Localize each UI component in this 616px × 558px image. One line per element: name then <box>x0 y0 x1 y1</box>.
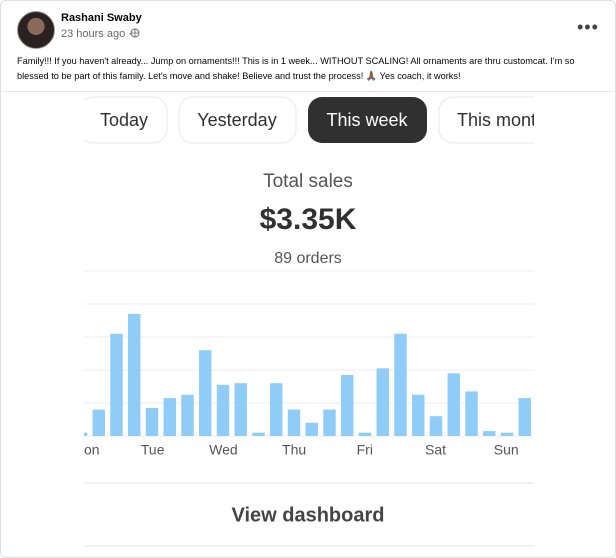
tab-label[interactable]: This mont <box>457 110 536 130</box>
orders-count: 89 orders <box>274 250 342 267</box>
tab-label[interactable]: Yesterday <box>197 110 276 130</box>
privacy-icon <box>130 28 140 38</box>
bar <box>465 391 478 436</box>
tab[interactable] <box>79 96 168 144</box>
bar <box>270 383 283 436</box>
bar <box>341 374 354 436</box>
summary-label: Total sales <box>263 171 353 192</box>
post-text: Family!!! If you haven't already... Jump… <box>17 56 575 81</box>
tab[interactable] <box>438 96 559 144</box>
bar <box>252 432 265 436</box>
bar <box>234 383 247 436</box>
x-tick-label: on <box>84 442 100 458</box>
bar <box>518 398 531 436</box>
bar <box>110 333 123 436</box>
bar <box>287 409 301 436</box>
bar <box>216 384 230 436</box>
bar <box>483 431 496 436</box>
x-tick-label: Sun <box>494 442 519 458</box>
bar <box>305 422 318 436</box>
post-time[interactable]: 23 hours ago · <box>61 28 132 40</box>
tab-active[interactable] <box>308 97 427 143</box>
divider <box>1 91 615 92</box>
bar <box>394 333 407 436</box>
bar <box>358 432 372 436</box>
avatar[interactable] <box>17 11 55 49</box>
x-tick-label: Fri <box>357 442 373 458</box>
bar <box>376 368 389 436</box>
tab-label[interactable]: Today <box>100 110 148 130</box>
bar <box>84 432 88 436</box>
x-tick-label: Thu <box>282 442 306 458</box>
tab-label[interactable]: This week <box>326 110 408 130</box>
bar <box>412 394 425 436</box>
bar <box>429 416 443 436</box>
view-dashboard-button[interactable]: View dashboard <box>231 504 384 526</box>
total-sales: $3.35K <box>260 203 357 236</box>
more-options[interactable]: ••• <box>577 17 599 37</box>
bar <box>500 432 514 436</box>
author-name[interactable]: Rashani Swaby <box>61 12 142 24</box>
x-tick-label: Tue <box>141 442 165 458</box>
x-tick-label: Wed <box>209 442 238 458</box>
bar <box>128 313 141 436</box>
bar <box>163 398 176 436</box>
bar <box>447 373 460 436</box>
bar <box>323 409 336 436</box>
dashboard: Today Yesterday This week This mont Tota… <box>79 96 559 547</box>
bar <box>199 350 212 436</box>
bar <box>145 407 159 436</box>
bar <box>92 409 105 436</box>
bar <box>181 394 194 436</box>
tab[interactable] <box>178 96 297 144</box>
x-tick-label: Sat <box>425 442 446 458</box>
